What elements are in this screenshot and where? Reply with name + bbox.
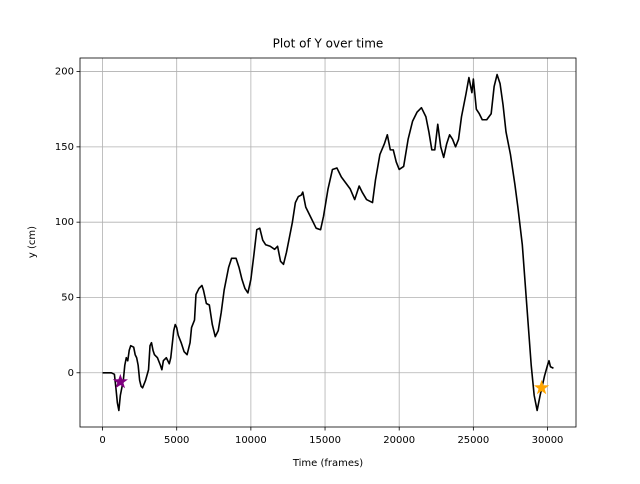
y-tick-label: 200 (55, 67, 74, 78)
x-tick-label: 15000 (309, 435, 341, 446)
x-tick-label: 20000 (383, 435, 415, 446)
x-tick-label: 25000 (457, 435, 489, 446)
x-tick-label: 10000 (235, 435, 267, 446)
data-line (102, 73, 554, 412)
chart-title: Plot of Y over time (273, 37, 384, 51)
plot-frame (79, 57, 577, 428)
x-tick-label: 30000 (532, 435, 564, 446)
y-tick-label: 100 (55, 217, 74, 228)
y-tick-label: 50 (61, 292, 74, 303)
y-axis-label: y (cm) (27, 226, 38, 258)
y-tick-label: 0 (68, 368, 74, 379)
y-tick-label: 150 (55, 142, 74, 153)
x-tick-label: 0 (99, 435, 105, 446)
x-axis-label: Time (frames) (292, 458, 363, 469)
x-tick-label: 5000 (164, 435, 189, 446)
star-marker (533, 379, 550, 395)
star-marker (112, 373, 128, 389)
